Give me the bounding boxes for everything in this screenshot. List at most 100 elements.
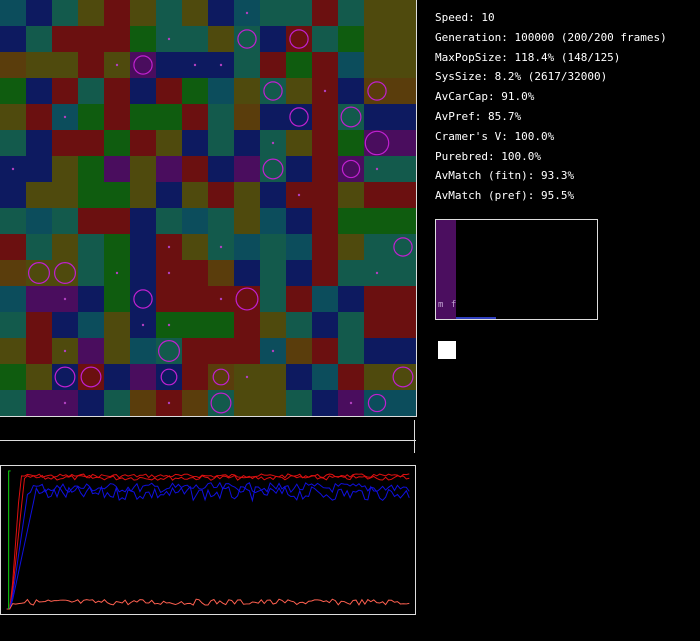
grid-cell[interactable] xyxy=(390,260,416,286)
grid-cell[interactable] xyxy=(182,182,208,208)
grid-cell[interactable] xyxy=(234,78,260,104)
grid-cell[interactable] xyxy=(156,364,182,390)
grid-cell[interactable] xyxy=(78,208,104,234)
grid-cell[interactable] xyxy=(312,104,338,130)
grid-cell[interactable] xyxy=(78,364,104,390)
grid-cell[interactable] xyxy=(234,52,260,78)
grid-cell[interactable] xyxy=(182,0,208,26)
grid-cell[interactable] xyxy=(156,286,182,312)
grid-cell[interactable] xyxy=(338,182,364,208)
grid-cell[interactable] xyxy=(0,312,26,338)
grid-cell[interactable] xyxy=(312,52,338,78)
grid-cell[interactable] xyxy=(182,104,208,130)
grid-cell[interactable] xyxy=(338,260,364,286)
grid-cell[interactable] xyxy=(26,208,52,234)
grid-cell[interactable] xyxy=(130,26,156,52)
grid-cell[interactable] xyxy=(0,130,26,156)
grid-cell[interactable] xyxy=(104,312,130,338)
grid-cell[interactable] xyxy=(26,156,52,182)
grid-cell[interactable] xyxy=(312,364,338,390)
grid-cell[interactable] xyxy=(52,260,78,286)
grid-cell[interactable] xyxy=(156,130,182,156)
grid-cell[interactable] xyxy=(260,260,286,286)
grid-cell[interactable] xyxy=(104,0,130,26)
grid-cell[interactable] xyxy=(104,338,130,364)
grid-cell[interactable] xyxy=(338,286,364,312)
grid-cell[interactable] xyxy=(390,364,416,390)
grid-cell[interactable] xyxy=(364,130,390,156)
grid-cell[interactable] xyxy=(26,364,52,390)
grid-cell[interactable] xyxy=(130,338,156,364)
grid-cell[interactable] xyxy=(260,104,286,130)
grid-cell[interactable] xyxy=(364,338,390,364)
grid-cell[interactable] xyxy=(234,234,260,260)
grid-cell[interactable] xyxy=(0,338,26,364)
grid-cell[interactable] xyxy=(338,338,364,364)
grid-cell[interactable] xyxy=(130,182,156,208)
grid-cell[interactable] xyxy=(364,364,390,390)
grid-cell[interactable] xyxy=(26,26,52,52)
grid-cell[interactable] xyxy=(130,156,156,182)
grid-cell[interactable] xyxy=(208,0,234,26)
grid-cell[interactable] xyxy=(182,78,208,104)
grid-cell[interactable] xyxy=(260,26,286,52)
grid-cell[interactable] xyxy=(260,182,286,208)
grid-cell[interactable] xyxy=(312,130,338,156)
grid-cell[interactable] xyxy=(286,338,312,364)
grid-cell[interactable] xyxy=(52,156,78,182)
grid-cell[interactable] xyxy=(364,104,390,130)
grid-cell[interactable] xyxy=(260,234,286,260)
grid-cell[interactable] xyxy=(104,234,130,260)
grid-cell[interactable] xyxy=(234,104,260,130)
grid-cell[interactable] xyxy=(338,78,364,104)
grid-cell[interactable] xyxy=(364,26,390,52)
grid-cell[interactable] xyxy=(0,104,26,130)
grid-cell[interactable] xyxy=(286,312,312,338)
grid-cell[interactable] xyxy=(182,260,208,286)
grid-cell[interactable] xyxy=(234,208,260,234)
grid-cell[interactable] xyxy=(234,390,260,416)
grid-cell[interactable] xyxy=(0,78,26,104)
grid-cell[interactable] xyxy=(0,26,26,52)
grid-cell[interactable] xyxy=(0,260,26,286)
grid-cell[interactable] xyxy=(390,26,416,52)
grid-cell[interactable] xyxy=(182,130,208,156)
grid-cell[interactable] xyxy=(260,156,286,182)
grid-cell[interactable] xyxy=(286,0,312,26)
grid-cell[interactable] xyxy=(286,208,312,234)
grid-cell[interactable] xyxy=(156,0,182,26)
grid-cell[interactable] xyxy=(338,364,364,390)
grid-cell[interactable] xyxy=(156,78,182,104)
grid-cell[interactable] xyxy=(234,130,260,156)
grid-cell[interactable] xyxy=(78,104,104,130)
grid-cell[interactable] xyxy=(312,286,338,312)
grid-cell[interactable] xyxy=(364,234,390,260)
grid-cell[interactable] xyxy=(104,78,130,104)
grid-cell[interactable] xyxy=(312,182,338,208)
grid-cell[interactable] xyxy=(390,78,416,104)
grid-cell[interactable] xyxy=(234,182,260,208)
grid-cell[interactable] xyxy=(208,26,234,52)
grid-cell[interactable] xyxy=(208,182,234,208)
grid-cell[interactable] xyxy=(78,78,104,104)
grid-cell[interactable] xyxy=(234,286,260,312)
grid-cell[interactable] xyxy=(78,338,104,364)
grid-cell[interactable] xyxy=(78,156,104,182)
grid-cell[interactable] xyxy=(312,260,338,286)
grid-cell[interactable] xyxy=(390,52,416,78)
grid-cell[interactable] xyxy=(208,208,234,234)
grid-cell[interactable] xyxy=(26,234,52,260)
grid-cell[interactable] xyxy=(312,208,338,234)
grid-cell[interactable] xyxy=(78,260,104,286)
grid-cell[interactable] xyxy=(104,286,130,312)
grid-cell[interactable] xyxy=(156,104,182,130)
grid-cell[interactable] xyxy=(182,234,208,260)
grid-cell[interactable] xyxy=(182,338,208,364)
grid-cell[interactable] xyxy=(104,182,130,208)
grid-cell[interactable] xyxy=(130,390,156,416)
grid-cell[interactable] xyxy=(208,312,234,338)
grid-cell[interactable] xyxy=(390,0,416,26)
grid-cell[interactable] xyxy=(390,104,416,130)
grid-cell[interactable] xyxy=(312,390,338,416)
grid-cell[interactable] xyxy=(78,26,104,52)
